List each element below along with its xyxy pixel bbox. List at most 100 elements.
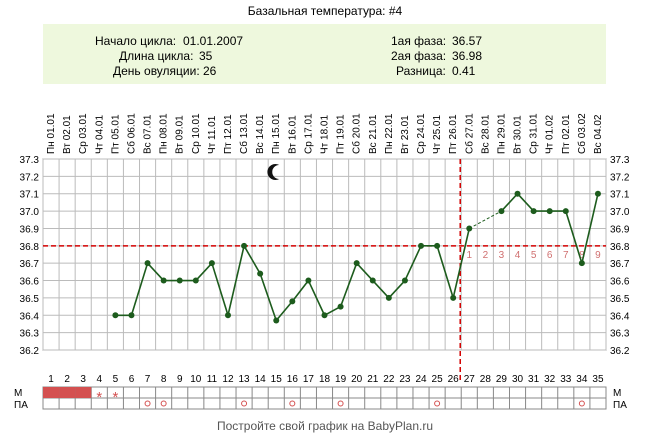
- day-number: 13: [239, 374, 251, 385]
- pa-mark: [578, 400, 585, 407]
- date-label: Пн 08.01: [159, 113, 170, 154]
- date-label: Пт 12.01: [223, 114, 234, 154]
- date-label: Вс 21.01: [368, 114, 379, 154]
- pa-mark: [144, 400, 151, 407]
- date-label: Пн 29.01: [496, 113, 507, 154]
- temperature-point: [224, 312, 231, 319]
- day-number: 28: [480, 374, 492, 385]
- day-number: 30: [512, 374, 524, 385]
- date-label: Пн 22.01: [384, 113, 395, 154]
- date-label: Ср 10.01: [191, 113, 202, 154]
- temperature-point: [546, 208, 553, 215]
- day-number: 17: [303, 374, 315, 385]
- temperature-point: [514, 190, 521, 197]
- day-number: 15: [271, 374, 283, 385]
- phase2-label: 2ая фаза:: [391, 49, 447, 63]
- date-label: Ср 03.01: [78, 113, 89, 154]
- temperature-segment: [581, 193, 599, 264]
- temperature-segment: [227, 245, 245, 316]
- ovulation-label: День овуляции:: [113, 64, 200, 78]
- y-tick-label-left: 37.2: [20, 172, 40, 183]
- day-number: 29: [496, 374, 508, 385]
- temperature-point: [128, 312, 135, 319]
- day-number: 24: [415, 374, 427, 385]
- temperature-point: [241, 242, 248, 249]
- pa-mark: [337, 400, 344, 407]
- phase2-day-number: 4: [515, 250, 521, 261]
- day-number: 6: [129, 374, 135, 385]
- temperature-segment: [130, 262, 149, 316]
- y-tick-label-right: 37.2: [610, 172, 630, 183]
- pa-mark: [289, 400, 296, 407]
- temperature-segment: [452, 228, 471, 299]
- day-number: 27: [464, 374, 476, 385]
- y-tick-label-left: 37.3: [20, 155, 40, 166]
- temperature-point: [289, 298, 296, 305]
- y-tick-label-right: 37.3: [610, 155, 630, 166]
- day-number: 22: [383, 374, 395, 385]
- temperature-point: [305, 277, 312, 284]
- menstruation-cell: [59, 387, 76, 398]
- date-label: Чт 04.01: [94, 115, 105, 154]
- temperature-segment: [404, 245, 422, 281]
- date-label: Пт 19.01: [336, 114, 347, 154]
- temperature-segment: [565, 210, 583, 264]
- y-tick-label-left: 36.3: [20, 329, 40, 340]
- date-label: Вт 30.01: [513, 115, 524, 154]
- length-value: 35: [199, 49, 213, 63]
- menstruation-cell: [43, 387, 60, 398]
- temperature-point: [112, 312, 119, 319]
- temperature-point: [434, 242, 441, 249]
- difference-label: Разница:: [396, 64, 446, 78]
- temperature-point: [418, 242, 425, 249]
- temperature-segment: [356, 262, 374, 282]
- day-number: 19: [335, 374, 347, 385]
- temperature-point: [176, 277, 183, 284]
- temperature-segment: [275, 300, 293, 321]
- y-tick-label-left: 36.8: [20, 242, 40, 253]
- date-label: Пт 26.01: [448, 114, 459, 154]
- day-number: 14: [255, 374, 267, 385]
- temperature-point: [450, 294, 457, 301]
- temperature-point: [562, 208, 569, 215]
- pa-row-label-right: ПА: [613, 400, 627, 411]
- y-tick-label-left: 36.4: [20, 311, 40, 322]
- temperature-point: [192, 277, 199, 284]
- m-row-label-right: М: [613, 388, 621, 399]
- y-tick-label-left: 36.6: [20, 277, 40, 288]
- date-label: Вт 23.01: [400, 115, 411, 154]
- phase2-day-number: 3: [499, 250, 505, 261]
- day-number: 23: [399, 374, 411, 385]
- y-tick-label-left: 36.7: [20, 259, 40, 270]
- start-label: Начало цикла:: [95, 34, 177, 48]
- date-label: Пн 01.01: [46, 113, 57, 154]
- date-label: Вт 02.01: [62, 115, 73, 154]
- temperature-point: [401, 277, 408, 284]
- temperature-segment: [211, 262, 229, 316]
- temperature-point: [466, 225, 473, 232]
- phase2-day-number: 9: [595, 250, 601, 261]
- pa-mark: [160, 400, 167, 407]
- temperature-point: [498, 208, 505, 215]
- date-label: Чт 11.01: [207, 115, 218, 154]
- spotting-mark: *: [112, 389, 118, 406]
- y-tick-label-right: 36.9: [610, 224, 630, 235]
- phase2-day-number: 8: [579, 250, 585, 261]
- day-number: 8: [161, 374, 167, 385]
- start-value: 01.01.2007: [183, 34, 244, 48]
- temperature-point: [144, 260, 151, 267]
- y-tick-label-right: 36.4: [610, 311, 630, 322]
- y-tick-label-right: 37.0: [610, 207, 630, 218]
- y-tick-label-right: 36.2: [610, 346, 630, 357]
- day-number: 25: [432, 374, 444, 385]
- date-label: Вт 16.01: [287, 115, 298, 154]
- spotting-mark: *: [96, 389, 102, 406]
- footer-note[interactable]: Постройте свой график на BabyPlan.ru: [216, 419, 434, 433]
- temperature-segment: [436, 245, 454, 299]
- cycle-info-panel: Начало цикла: 01.01.2007 Длина цикла: 35…: [43, 24, 606, 84]
- phase2-day-number: 1: [466, 250, 472, 261]
- date-label: Вт 09.01: [175, 115, 186, 154]
- date-label: Пн 15.01: [271, 113, 282, 154]
- day-number: 31: [528, 374, 540, 385]
